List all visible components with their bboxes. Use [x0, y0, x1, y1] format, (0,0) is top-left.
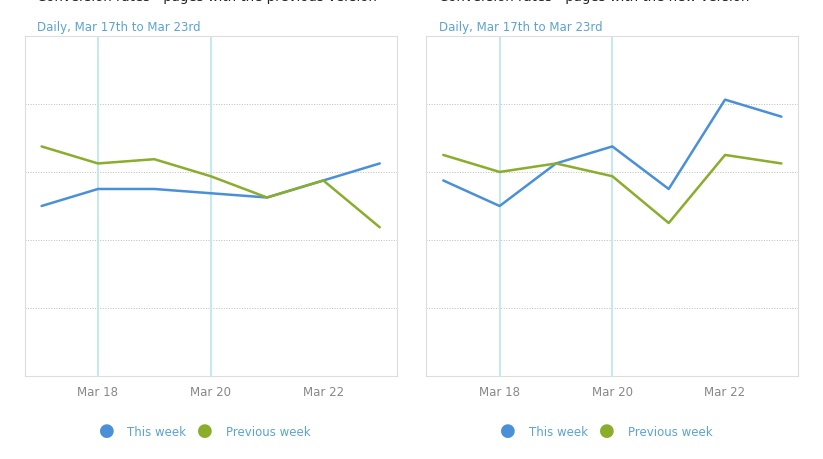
Text: Conversion rates - pages with the previous version: Conversion rates - pages with the previo…: [37, 0, 377, 4]
Text: This week: This week: [528, 425, 588, 438]
Text: Previous week: Previous week: [226, 425, 310, 438]
Text: Conversion rates - pages with the new version: Conversion rates - pages with the new ve…: [439, 0, 749, 4]
Text: ●: ●: [599, 421, 615, 440]
Text: Previous week: Previous week: [627, 425, 712, 438]
Text: This week: This week: [127, 425, 186, 438]
Text: Daily, Mar 17th to Mar 23rd: Daily, Mar 17th to Mar 23rd: [439, 21, 602, 34]
Text: ●: ●: [198, 421, 213, 440]
Text: Daily, Mar 17th to Mar 23rd: Daily, Mar 17th to Mar 23rd: [37, 21, 201, 34]
Text: ●: ●: [99, 421, 114, 440]
Text: ●: ●: [500, 421, 516, 440]
